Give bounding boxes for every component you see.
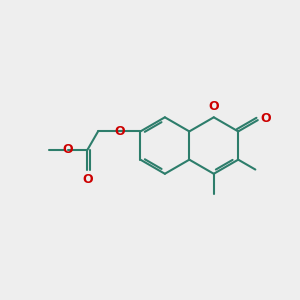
Text: O: O: [114, 125, 124, 138]
Text: O: O: [260, 112, 271, 125]
Text: O: O: [82, 173, 93, 186]
Text: O: O: [62, 143, 73, 156]
Text: O: O: [208, 100, 219, 113]
